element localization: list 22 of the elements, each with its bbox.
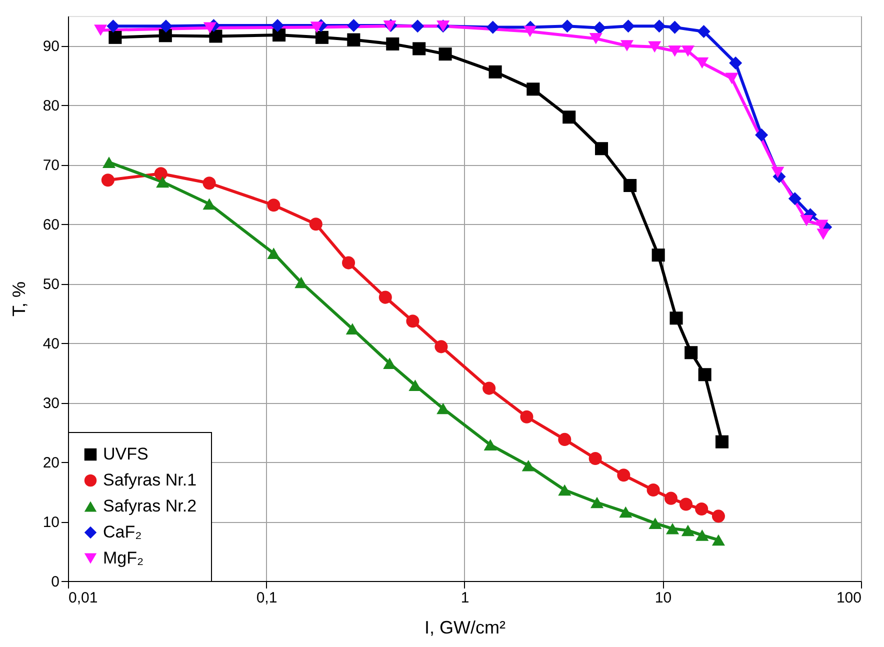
y-tick-label: 30 <box>42 395 60 412</box>
x-tick-label: 0,01 <box>68 590 98 606</box>
y-axis-title: T, % <box>8 281 29 317</box>
y-tick-label: 10 <box>42 514 60 532</box>
legend-label: Safyras Nr.2 <box>103 496 197 516</box>
legend-label: MgF₂ <box>103 548 144 568</box>
y-tick-label: 50 <box>42 276 60 294</box>
x-tick-label: 0,1 <box>256 590 278 606</box>
x-tick-label: 10 <box>654 590 672 606</box>
legend-label: CaF₂ <box>103 522 142 542</box>
x-tick-label: 100 <box>836 590 862 606</box>
legend-label: UVFS <box>103 444 148 464</box>
y-tick-label: 90 <box>42 38 60 56</box>
y-tick-label: 60 <box>42 216 60 234</box>
x-axis-title: I, GW/cm² <box>424 618 506 638</box>
y-tick-label: 40 <box>42 336 60 353</box>
y-tick-label: 80 <box>42 98 60 115</box>
x-tick-label: 1 <box>460 590 470 606</box>
y-tick-label: 70 <box>42 157 60 174</box>
y-tick-label: 0 <box>51 574 60 590</box>
legend-label: Safyras Nr.1 <box>103 470 197 490</box>
y-tick-label: 20 <box>42 454 60 472</box>
